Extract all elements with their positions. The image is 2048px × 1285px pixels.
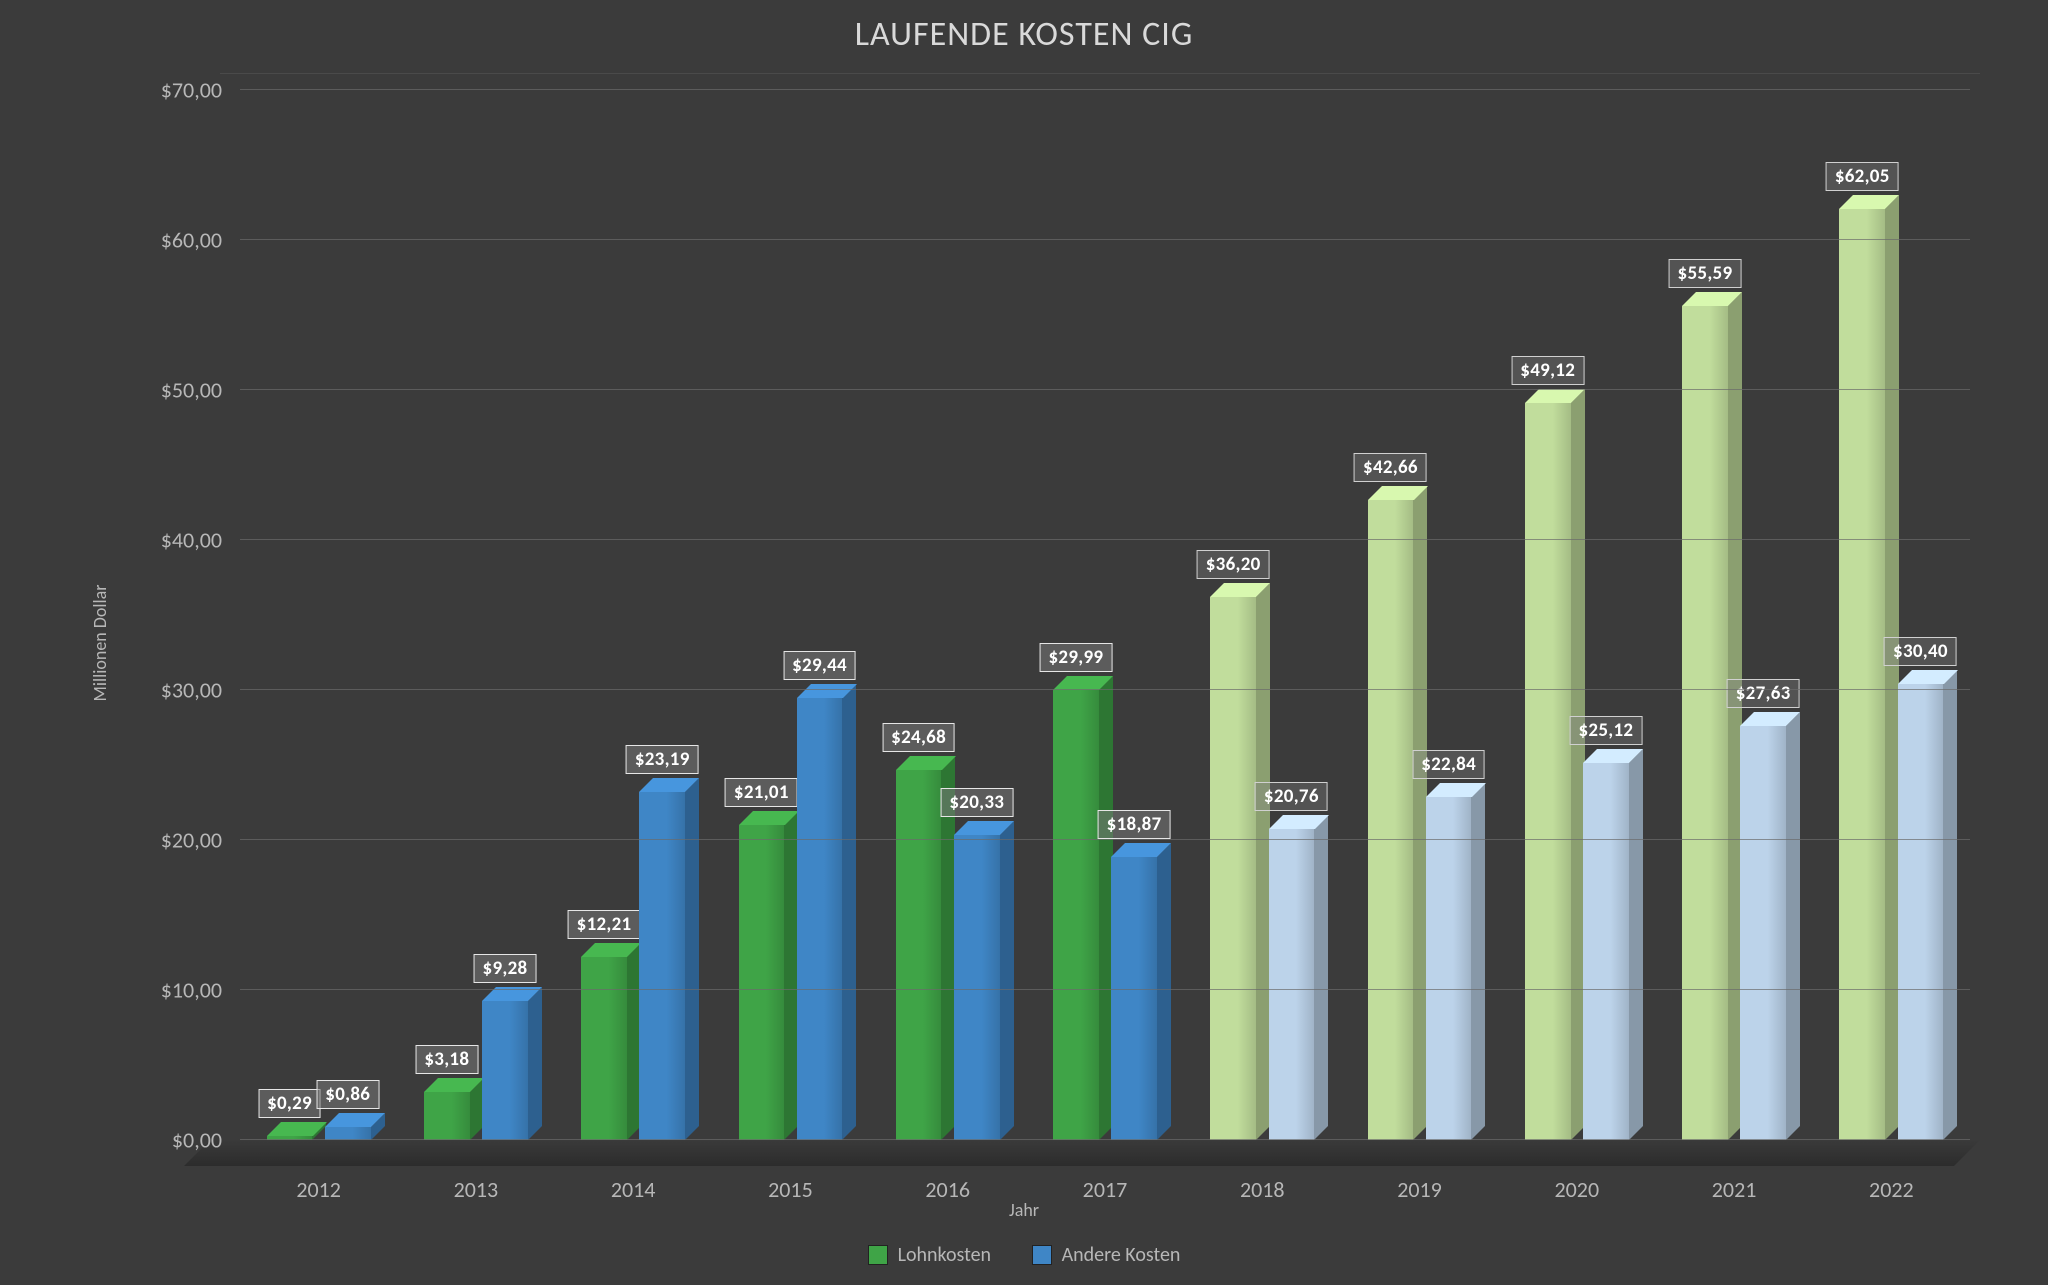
legend: Lohnkosten Andere Kosten — [0, 1243, 2048, 1271]
gridline — [240, 989, 1970, 990]
chart-root: LAUFENDE KOSTEN CIG Millionen Dollar 201… — [0, 0, 2048, 1285]
y-tick-label: $10,00 — [161, 977, 222, 1004]
bar-andere-kosten: $30,40 — [1898, 684, 1944, 1140]
gridline — [240, 689, 1970, 690]
category-group: 2012$0,29$0,86 — [240, 90, 397, 1140]
category-group: 2017$29,99$18,87 — [1026, 90, 1183, 1140]
bar-lohnkosten: $55,59 — [1682, 306, 1728, 1140]
y-tick-label: $40,00 — [161, 527, 222, 554]
category-group: 2016$24,68$20,33 — [869, 90, 1026, 1140]
legend-swatch-andere-kosten — [1032, 1245, 1052, 1265]
legend-swatch-lohnkosten — [868, 1245, 888, 1265]
gridline — [240, 89, 1970, 90]
data-label: $0,29 — [258, 1089, 321, 1118]
data-label: $21,01 — [725, 778, 798, 807]
gridline — [240, 239, 1970, 240]
data-label: $24,68 — [882, 723, 955, 752]
gridline — [240, 539, 1970, 540]
chart-floor — [184, 1140, 1980, 1166]
data-label: $23,19 — [626, 745, 699, 774]
bar-andere-kosten: $9,28 — [482, 1001, 528, 1140]
bar-lohnkosten: $29,99 — [1053, 690, 1099, 1140]
plot-area: 2012$0,29$0,862013$3,18$9,282014$12,21$2… — [240, 90, 1970, 1140]
bar-lohnkosten: $21,01 — [739, 825, 785, 1140]
category-group: 2014$12,21$23,19 — [555, 90, 712, 1140]
category-group: 2022$62,05$30,40 — [1813, 90, 1970, 1140]
backpanel-top-line — [220, 73, 1980, 74]
bar-groups-container: 2012$0,29$0,862013$3,18$9,282014$12,21$2… — [240, 90, 1970, 1140]
legend-label-lohnkosten: Lohnkosten — [898, 1243, 991, 1267]
category-group: 2013$3,18$9,28 — [397, 90, 554, 1140]
bar-andere-kosten: $23,19 — [639, 792, 685, 1140]
bar-lohnkosten: $36,20 — [1210, 597, 1256, 1140]
data-label: $62,05 — [1826, 162, 1899, 191]
bar-lohnkosten: $24,68 — [896, 770, 942, 1140]
legend-label-andere-kosten: Andere Kosten — [1062, 1243, 1181, 1267]
y-tick-label: $70,00 — [161, 77, 222, 104]
gridline — [240, 1139, 1970, 1140]
category-group: 2021$55,59$27,63 — [1655, 90, 1812, 1140]
data-label: $29,99 — [1039, 643, 1112, 672]
data-label: $29,44 — [783, 651, 856, 680]
category-group: 2020$49,12$25,12 — [1498, 90, 1655, 1140]
bar-lohnkosten: $42,66 — [1368, 500, 1414, 1140]
y-tick-label: $20,00 — [161, 827, 222, 854]
bar-andere-kosten: $27,63 — [1740, 726, 1786, 1140]
data-label: $22,84 — [1412, 750, 1485, 779]
y-tick-label: $50,00 — [161, 377, 222, 404]
data-label: $55,59 — [1669, 259, 1742, 288]
bar-lohnkosten: $12,21 — [581, 957, 627, 1140]
data-label: $49,12 — [1511, 356, 1584, 385]
y-axis-title: Millionen Dollar — [89, 584, 111, 701]
data-label: $20,33 — [940, 788, 1013, 817]
y-tick-label: $60,00 — [161, 227, 222, 254]
data-label: $0,86 — [316, 1080, 379, 1109]
category-group: 2019$42,66$22,84 — [1341, 90, 1498, 1140]
chart-title: LAUFENDE KOSTEN CIG — [0, 14, 2048, 55]
data-label: $18,87 — [1098, 810, 1171, 839]
data-label: $12,21 — [568, 910, 641, 939]
bar-andere-kosten: $20,33 — [954, 835, 1000, 1140]
data-label: $9,28 — [474, 954, 537, 983]
data-label: $36,20 — [1197, 550, 1270, 579]
y-tick-label: $0,00 — [172, 1127, 222, 1154]
category-group: 2015$21,01$29,44 — [712, 90, 869, 1140]
data-label: $3,18 — [415, 1045, 478, 1074]
bar-andere-kosten: $29,44 — [797, 698, 843, 1140]
bar-lohnkosten: $62,05 — [1839, 209, 1885, 1140]
x-axis-title: Jahr — [0, 1199, 2048, 1221]
data-label: $25,12 — [1569, 716, 1642, 745]
data-label: $20,76 — [1255, 782, 1328, 811]
legend-item-andere-kosten: Andere Kosten — [1032, 1243, 1181, 1267]
bar-lohnkosten: $49,12 — [1525, 403, 1571, 1140]
data-label: $30,40 — [1884, 637, 1957, 666]
gridline — [240, 839, 1970, 840]
data-label: $27,63 — [1727, 679, 1800, 708]
bar-andere-kosten: $20,76 — [1269, 829, 1315, 1140]
bar-andere-kosten: $22,84 — [1426, 797, 1472, 1140]
bar-andere-kosten: $18,87 — [1111, 857, 1157, 1140]
data-label: $42,66 — [1354, 453, 1427, 482]
bar-andere-kosten: $25,12 — [1583, 763, 1629, 1140]
y-tick-label: $30,00 — [161, 677, 222, 704]
legend-item-lohnkosten: Lohnkosten — [868, 1243, 991, 1267]
bar-lohnkosten: $3,18 — [424, 1092, 470, 1140]
gridline — [240, 389, 1970, 390]
category-group: 2018$36,20$20,76 — [1184, 90, 1341, 1140]
